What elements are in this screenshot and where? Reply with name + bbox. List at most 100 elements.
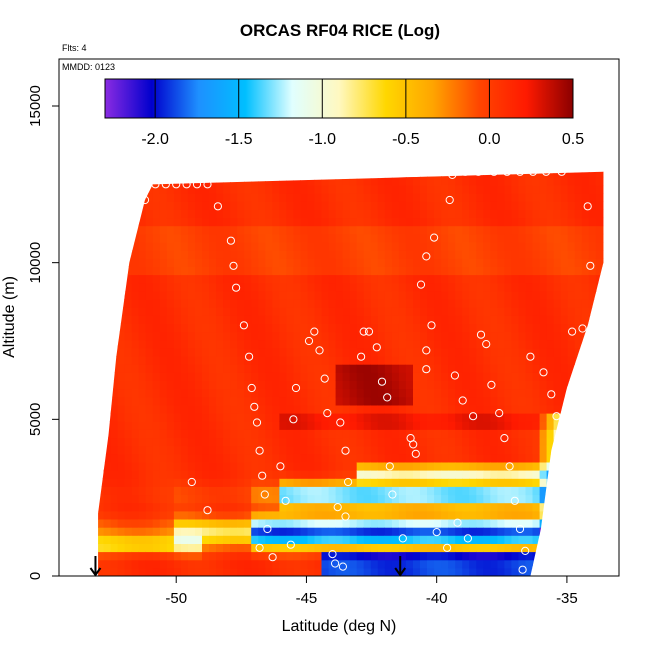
heatmap-cell	[98, 510, 105, 520]
heatmap-cell	[279, 461, 287, 471]
heatmap-cell	[469, 258, 477, 267]
heatmap-cell	[90, 340, 98, 349]
heatmap-cell	[279, 266, 287, 276]
heatmap-cell	[272, 478, 280, 487]
heatmap-cell	[335, 445, 344, 455]
heatmap-cell	[377, 171, 386, 178]
heatmap-cell	[490, 404, 498, 414]
heatmap-cell	[398, 266, 407, 276]
heatmap-cell	[434, 299, 442, 308]
heatmap-cell	[546, 185, 555, 194]
heatmap-cell	[209, 461, 217, 471]
heatmap-cell	[363, 307, 372, 316]
heatmap-cell	[173, 347, 182, 357]
heatmap-cell	[469, 364, 477, 373]
heatmap-cell	[490, 453, 498, 463]
heatmap-cell	[314, 323, 323, 333]
heatmap-cell	[258, 266, 266, 276]
heatmap-cell	[335, 372, 344, 381]
heatmap-cell	[497, 445, 505, 455]
heatmap-cell	[251, 437, 259, 447]
heatmap-cell	[525, 171, 534, 178]
heatmap-cell	[258, 258, 266, 267]
heatmap-cell	[525, 274, 534, 284]
heatmap-cell	[98, 486, 105, 496]
heatmap-cell	[230, 217, 238, 227]
heatmap-cell	[574, 299, 583, 308]
track-point	[458, 396, 467, 405]
heatmap-cell	[328, 421, 337, 430]
heatmap-cell	[110, 404, 119, 414]
heatmap-cell	[476, 372, 484, 381]
heatmap-cell	[574, 339, 583, 349]
heatmap-cell	[286, 429, 294, 439]
heatmap-cell	[138, 347, 147, 357]
heatmap-cell	[159, 567, 168, 576]
heatmap-cell	[300, 543, 309, 553]
heatmap-cell	[131, 364, 140, 373]
heatmap-cell	[483, 535, 491, 544]
heatmap-cell	[377, 176, 386, 186]
heatmap-cell	[286, 250, 294, 259]
heatmap-cell	[272, 510, 280, 520]
heatmap-cell	[469, 396, 477, 406]
heatmap-cell	[244, 209, 252, 219]
heatmap-cell	[272, 193, 280, 202]
heatmap-cell	[518, 494, 527, 504]
heatmap-cell	[98, 225, 105, 235]
heatmap-cell	[258, 527, 266, 536]
heatmap-cell	[518, 445, 527, 455]
heatmap-cell	[237, 171, 245, 178]
heatmap-cell	[497, 559, 505, 569]
heatmap-cell	[356, 193, 365, 202]
heatmap-cell	[497, 315, 505, 324]
heatmap-cell	[448, 486, 456, 496]
heatmap-cell	[342, 413, 351, 422]
heatmap-cell	[420, 193, 428, 202]
heatmap-cell	[152, 437, 161, 447]
heatmap-cell	[223, 461, 231, 471]
heatmap-cell	[546, 217, 555, 227]
heatmap-cell	[209, 274, 217, 284]
heatmap-cell	[159, 242, 168, 251]
heatmap-cell	[518, 372, 527, 381]
heatmap-cell	[610, 218, 618, 227]
heatmap-cell	[187, 266, 196, 276]
heatmap-cell	[152, 299, 161, 308]
heatmap-cell	[251, 176, 259, 186]
heatmap-cell	[258, 225, 266, 235]
heatmap-cell	[553, 494, 562, 504]
heatmap-cell	[230, 250, 238, 259]
heatmap-cell	[546, 396, 555, 406]
heatmap-cell	[173, 185, 182, 194]
heatmap-cell	[574, 551, 583, 561]
heatmap-cell	[455, 478, 463, 487]
heatmap-cell	[244, 258, 252, 267]
heatmap-cell	[131, 176, 140, 186]
heatmap-cell	[251, 185, 259, 194]
heatmap-cell	[483, 388, 491, 398]
heatmap-cell	[518, 201, 527, 210]
heatmap-cell	[370, 470, 379, 479]
heatmap-cell	[349, 242, 358, 251]
heatmap-cell	[131, 347, 140, 357]
heatmap-cell	[448, 258, 456, 267]
heatmap-cell	[589, 161, 597, 170]
heatmap-cell	[518, 396, 527, 406]
heatmap-cell	[405, 559, 414, 569]
heatmap-cell	[335, 242, 344, 251]
heatmap-cell	[427, 266, 435, 276]
heatmap-cell	[138, 258, 147, 267]
heatmap-cell	[230, 478, 238, 487]
heatmap-cell	[98, 453, 105, 463]
heatmap-cell	[356, 486, 365, 496]
heatmap-cell	[398, 421, 407, 430]
heatmap-cell	[230, 437, 238, 447]
heatmap-cell	[469, 250, 477, 259]
heatmap-cell	[321, 217, 330, 227]
heatmap-cell	[398, 242, 407, 251]
heatmap-cell	[588, 225, 597, 235]
heatmap-cell	[490, 372, 498, 381]
heatmap-cell	[195, 258, 203, 267]
heatmap-cell	[391, 176, 400, 186]
